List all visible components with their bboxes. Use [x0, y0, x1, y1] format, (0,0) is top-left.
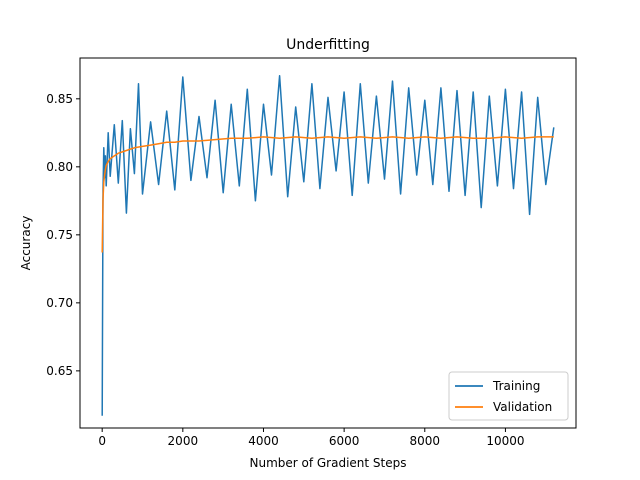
legend: Training Validation	[448, 371, 569, 421]
y-tick-label: 0.75	[46, 228, 73, 242]
x-tick-label: 8000	[410, 434, 441, 448]
y-axis: 0.65 0.70 0.75 0.80 0.85	[46, 92, 80, 378]
y-axis-label: Accuracy	[19, 216, 33, 271]
x-tick-label: 0	[98, 434, 106, 448]
x-axis-label: Number of Gradient Steps	[249, 456, 406, 470]
plot-frame	[79, 57, 577, 429]
x-tick-label: 10000	[486, 434, 524, 448]
x-tick-label: 2000	[168, 434, 199, 448]
legend-label-validation: Validation	[493, 400, 552, 414]
x-tick-label: 4000	[248, 434, 279, 448]
chart-title: Underfitting	[286, 37, 370, 53]
y-tick-label: 0.80	[46, 160, 73, 174]
series-line-training	[101, 74, 555, 416]
y-tick-label: 0.70	[46, 296, 73, 310]
legend-box	[448, 371, 569, 421]
y-tick-label: 0.65	[46, 364, 73, 378]
x-tick-label: 6000	[329, 434, 360, 448]
series-line-validation	[101, 136, 554, 253]
x-axis: 0 2000 4000 6000 8000 10000	[98, 428, 525, 448]
y-tick-label: 0.85	[46, 92, 73, 106]
legend-label-training: Training	[492, 379, 540, 393]
plot-area	[101, 74, 555, 416]
